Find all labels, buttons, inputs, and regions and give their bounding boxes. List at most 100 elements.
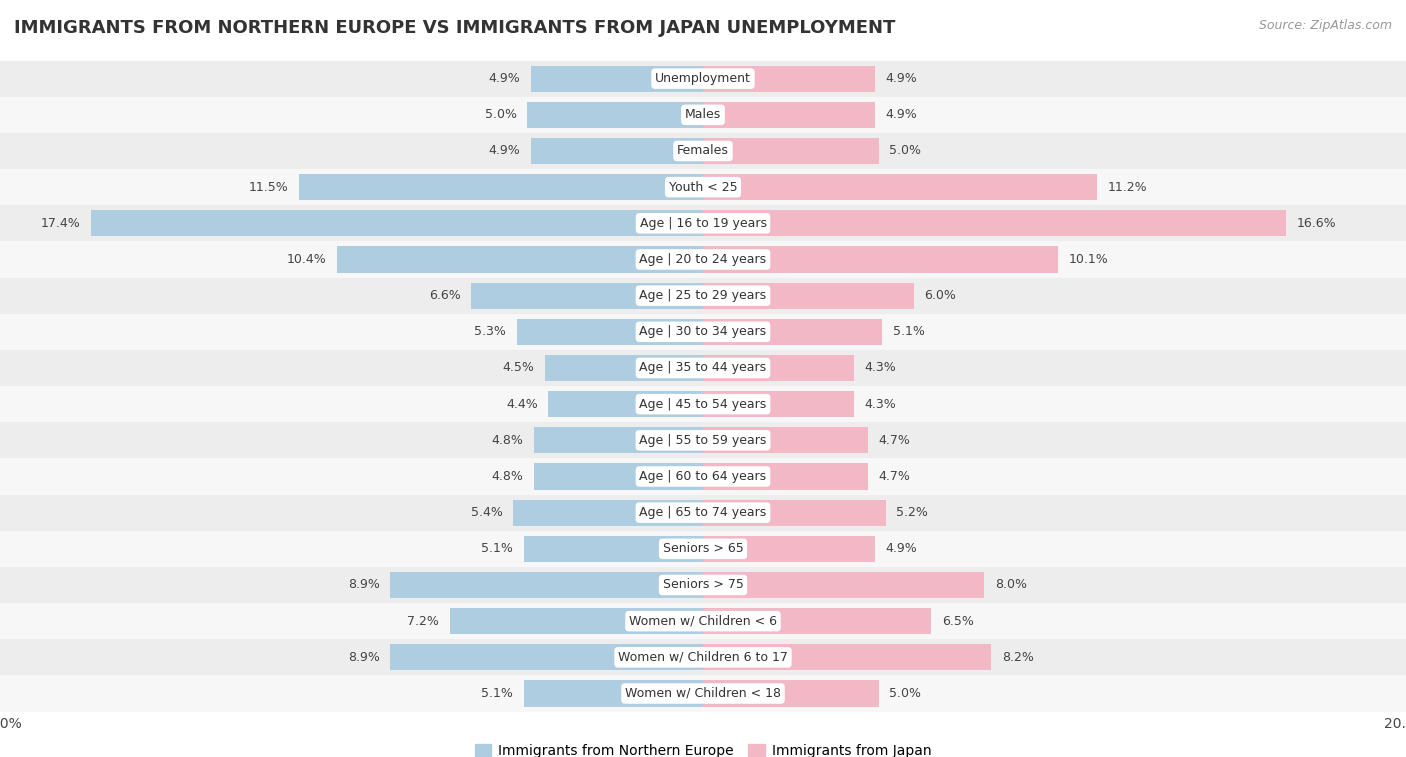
- Bar: [0, 494, 1406, 531]
- Bar: [0, 205, 1406, 241]
- Bar: [546, 355, 703, 381]
- Text: 4.8%: 4.8%: [492, 470, 524, 483]
- Text: 4.5%: 4.5%: [502, 362, 534, 375]
- Text: Age | 16 to 19 years: Age | 16 to 19 years: [640, 217, 766, 230]
- Bar: [524, 681, 703, 706]
- Bar: [0, 133, 1406, 169]
- Bar: [0, 313, 1406, 350]
- Bar: [0, 531, 1406, 567]
- Bar: [703, 500, 886, 525]
- Text: Age | 60 to 64 years: Age | 60 to 64 years: [640, 470, 766, 483]
- Text: Women w/ Children 6 to 17: Women w/ Children 6 to 17: [619, 651, 787, 664]
- Bar: [0, 675, 1406, 712]
- Text: Age | 65 to 74 years: Age | 65 to 74 years: [640, 506, 766, 519]
- Text: 8.9%: 8.9%: [347, 651, 380, 664]
- Bar: [0, 350, 1406, 386]
- Text: 4.9%: 4.9%: [488, 72, 520, 85]
- Text: 4.3%: 4.3%: [865, 397, 897, 410]
- Text: 5.2%: 5.2%: [897, 506, 928, 519]
- Text: Age | 55 to 59 years: Age | 55 to 59 years: [640, 434, 766, 447]
- Text: 5.1%: 5.1%: [481, 687, 513, 700]
- Bar: [0, 169, 1406, 205]
- Bar: [391, 572, 703, 598]
- Bar: [534, 427, 703, 453]
- Bar: [531, 66, 703, 92]
- Bar: [513, 500, 703, 525]
- Text: 7.2%: 7.2%: [408, 615, 439, 628]
- Bar: [703, 681, 879, 706]
- Text: 4.9%: 4.9%: [886, 72, 918, 85]
- Bar: [0, 603, 1406, 639]
- Text: 10.1%: 10.1%: [1069, 253, 1108, 266]
- Text: Women w/ Children < 18: Women w/ Children < 18: [626, 687, 780, 700]
- Bar: [299, 174, 703, 200]
- Legend: Immigrants from Northern Europe, Immigrants from Japan: Immigrants from Northern Europe, Immigra…: [470, 738, 936, 757]
- Bar: [337, 247, 703, 273]
- Text: Women w/ Children < 6: Women w/ Children < 6: [628, 615, 778, 628]
- Text: 5.0%: 5.0%: [485, 108, 517, 121]
- Text: 4.3%: 4.3%: [865, 362, 897, 375]
- Text: 5.0%: 5.0%: [889, 145, 921, 157]
- Text: Seniors > 75: Seniors > 75: [662, 578, 744, 591]
- Text: Age | 45 to 54 years: Age | 45 to 54 years: [640, 397, 766, 410]
- Bar: [450, 608, 703, 634]
- Bar: [391, 644, 703, 671]
- Bar: [548, 391, 703, 417]
- Text: IMMIGRANTS FROM NORTHERN EUROPE VS IMMIGRANTS FROM JAPAN UNEMPLOYMENT: IMMIGRANTS FROM NORTHERN EUROPE VS IMMIG…: [14, 19, 896, 37]
- Bar: [0, 422, 1406, 459]
- Text: 16.6%: 16.6%: [1298, 217, 1337, 230]
- Bar: [531, 138, 703, 164]
- Text: 4.9%: 4.9%: [886, 108, 918, 121]
- Bar: [703, 210, 1286, 236]
- Text: Males: Males: [685, 108, 721, 121]
- Text: Age | 35 to 44 years: Age | 35 to 44 years: [640, 362, 766, 375]
- Bar: [703, 427, 869, 453]
- Text: 6.0%: 6.0%: [925, 289, 956, 302]
- Text: 6.6%: 6.6%: [429, 289, 461, 302]
- Text: 4.7%: 4.7%: [879, 470, 911, 483]
- Text: Age | 25 to 29 years: Age | 25 to 29 years: [640, 289, 766, 302]
- Text: Age | 20 to 24 years: Age | 20 to 24 years: [640, 253, 766, 266]
- Bar: [703, 536, 875, 562]
- Text: 4.9%: 4.9%: [886, 542, 918, 556]
- Text: 17.4%: 17.4%: [41, 217, 82, 230]
- Text: 10.4%: 10.4%: [287, 253, 326, 266]
- Text: 4.8%: 4.8%: [492, 434, 524, 447]
- Bar: [0, 386, 1406, 422]
- Text: 8.9%: 8.9%: [347, 578, 380, 591]
- Text: Unemployment: Unemployment: [655, 72, 751, 85]
- Text: Source: ZipAtlas.com: Source: ZipAtlas.com: [1258, 19, 1392, 32]
- Text: 11.2%: 11.2%: [1108, 181, 1147, 194]
- Text: 8.0%: 8.0%: [995, 578, 1026, 591]
- Bar: [703, 355, 855, 381]
- Bar: [703, 572, 984, 598]
- Text: 4.9%: 4.9%: [488, 145, 520, 157]
- Bar: [703, 391, 855, 417]
- Bar: [0, 278, 1406, 313]
- Text: 4.4%: 4.4%: [506, 397, 537, 410]
- Bar: [0, 567, 1406, 603]
- Bar: [703, 282, 914, 309]
- Bar: [0, 459, 1406, 494]
- Bar: [703, 101, 875, 128]
- Text: 11.5%: 11.5%: [249, 181, 288, 194]
- Text: Females: Females: [678, 145, 728, 157]
- Text: 4.7%: 4.7%: [879, 434, 911, 447]
- Bar: [703, 138, 879, 164]
- Bar: [703, 174, 1097, 200]
- Bar: [703, 66, 875, 92]
- Bar: [0, 639, 1406, 675]
- Bar: [524, 536, 703, 562]
- Bar: [527, 101, 703, 128]
- Bar: [703, 247, 1057, 273]
- Text: 5.4%: 5.4%: [471, 506, 503, 519]
- Bar: [517, 319, 703, 345]
- Bar: [0, 97, 1406, 133]
- Bar: [703, 463, 869, 490]
- Text: 5.1%: 5.1%: [893, 326, 925, 338]
- Text: Youth < 25: Youth < 25: [669, 181, 737, 194]
- Bar: [703, 319, 883, 345]
- Text: 5.1%: 5.1%: [481, 542, 513, 556]
- Text: 5.0%: 5.0%: [889, 687, 921, 700]
- Bar: [703, 608, 932, 634]
